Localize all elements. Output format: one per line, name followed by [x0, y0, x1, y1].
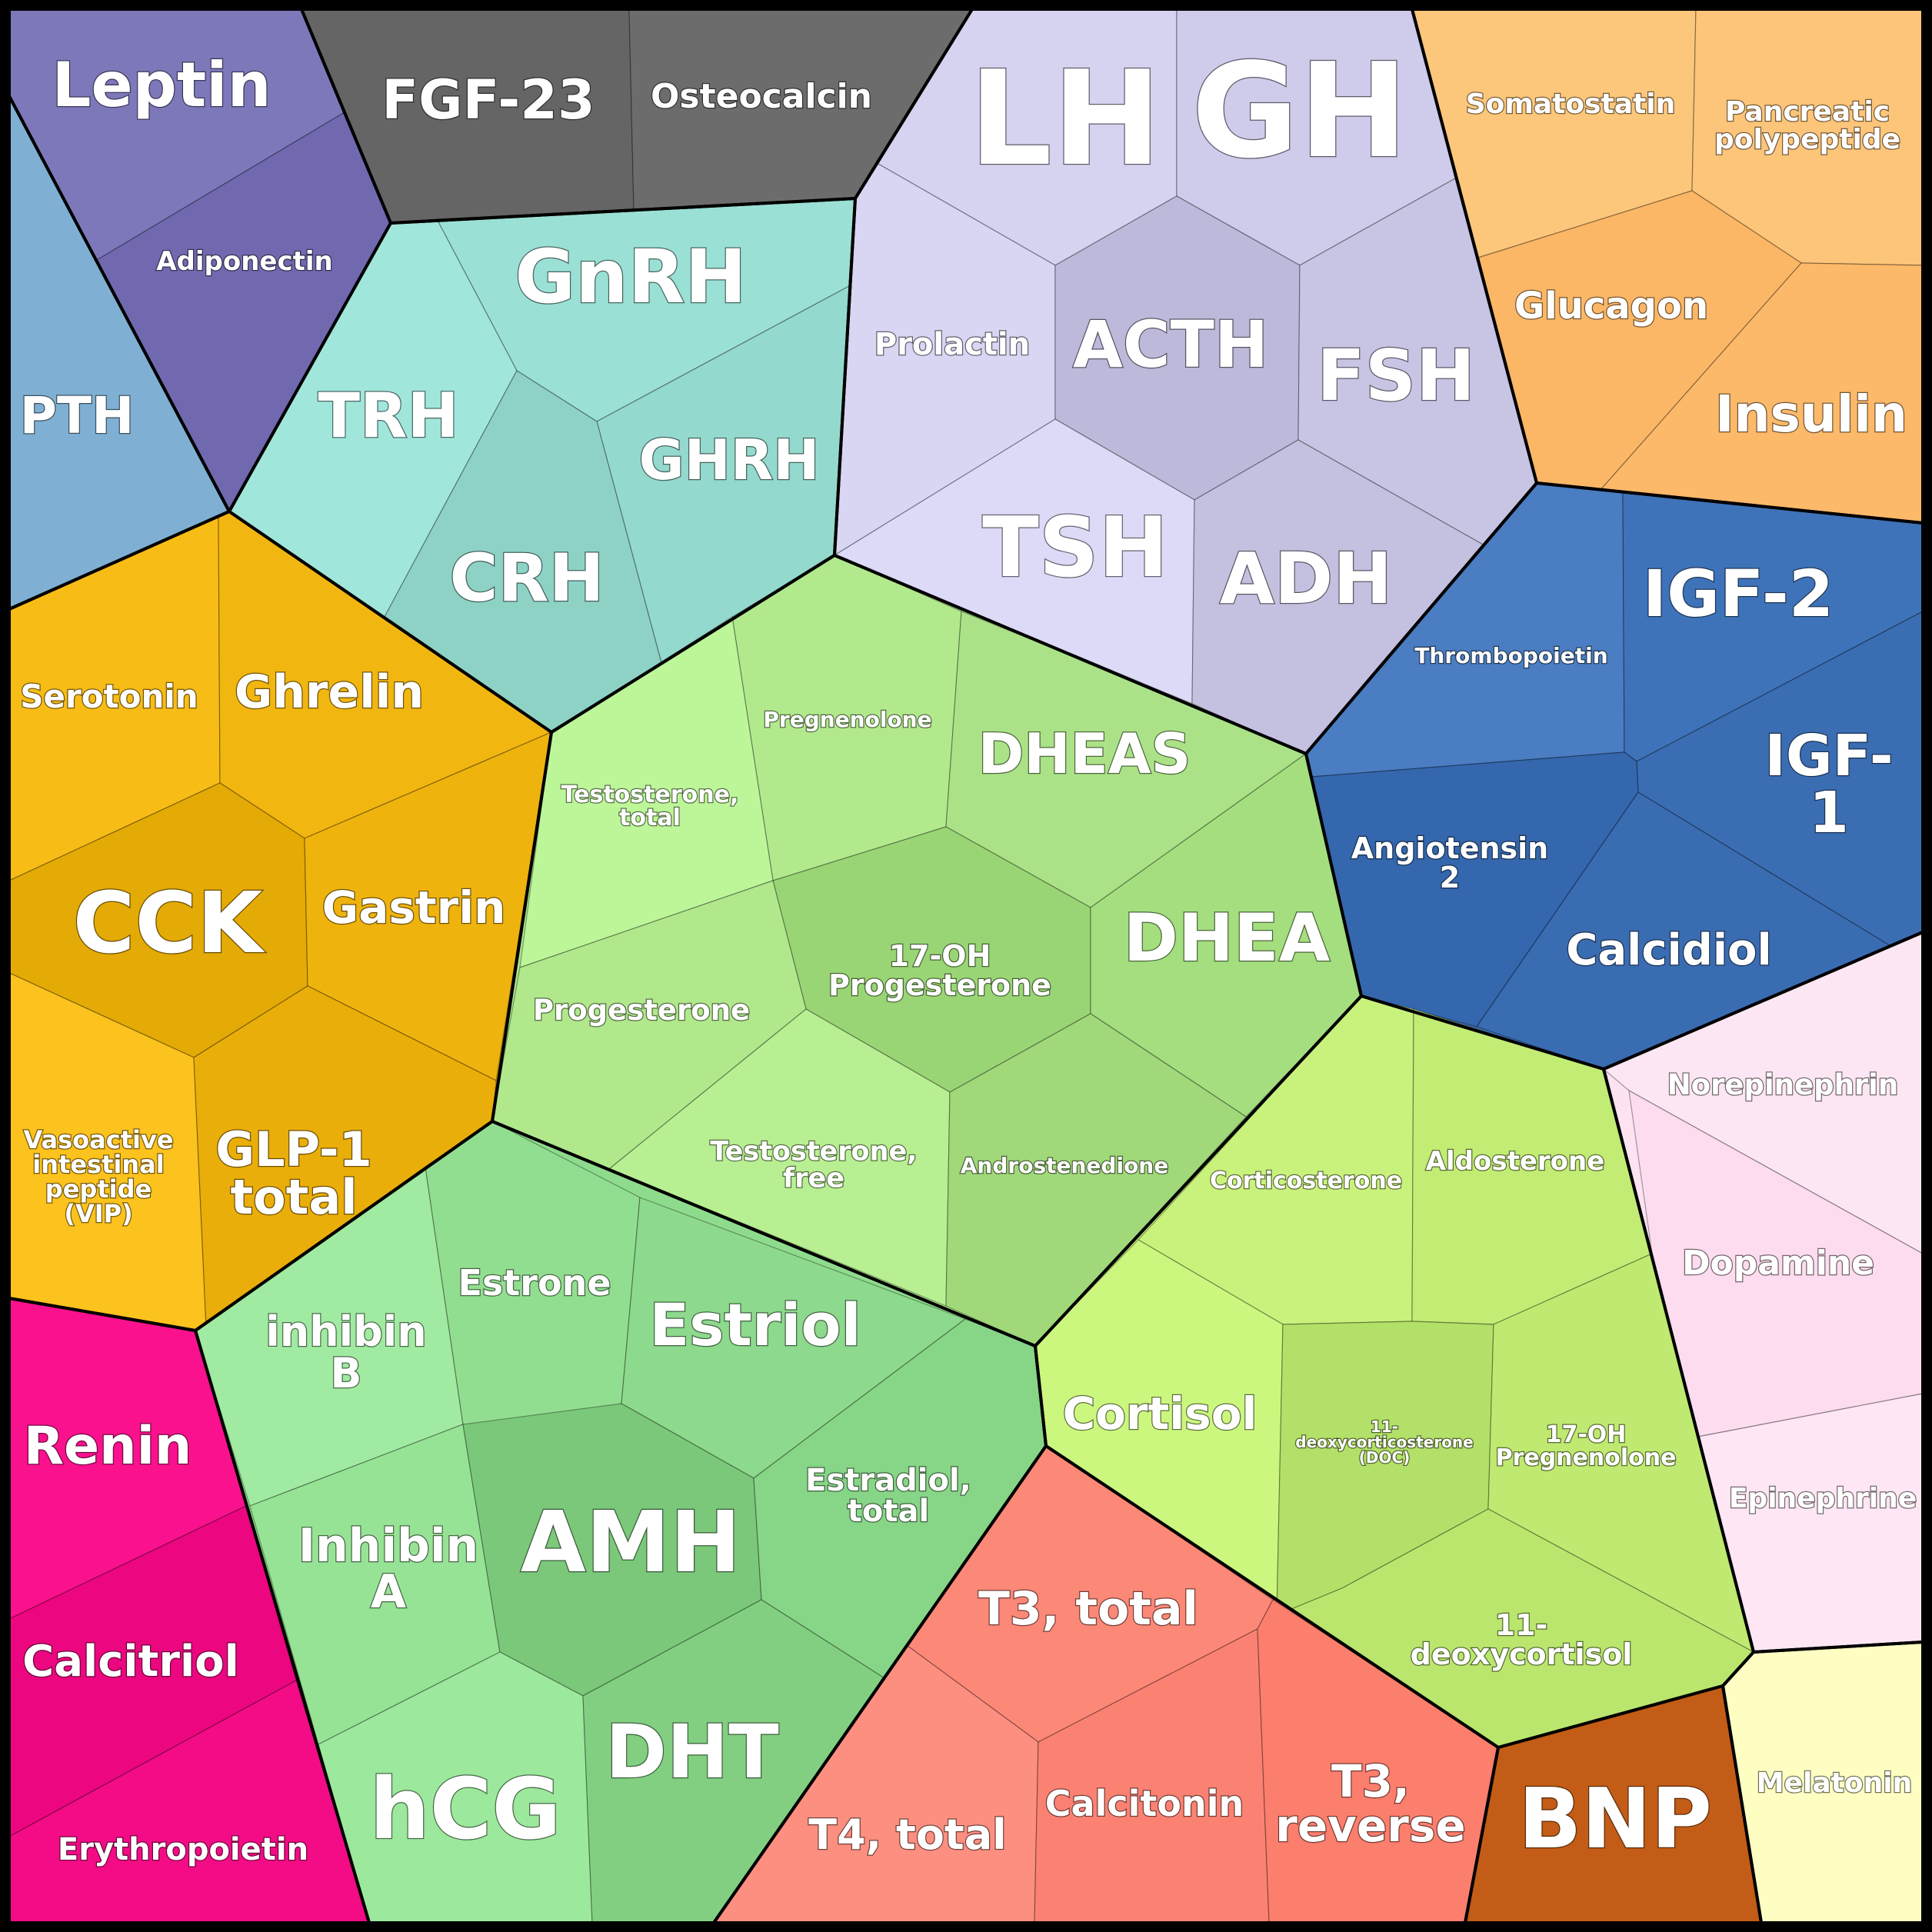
cells-layer — [8, 8, 1924, 1924]
label-crh: CRH — [449, 540, 604, 617]
label-calcidiol: Calcidiol — [1566, 925, 1771, 975]
label-epinephrine: Epinephrine — [1729, 1483, 1917, 1514]
label-ghrh: GHRH — [638, 428, 819, 492]
label-17oh-pregnenolone: 17-OH Pregnenolone — [1496, 1421, 1677, 1471]
label-acth: ACTH — [1073, 307, 1268, 382]
label-estrone: Estrone — [458, 1262, 611, 1304]
label-dht: DHT — [605, 1709, 779, 1795]
label-t3-total: T3, total — [978, 1582, 1198, 1636]
label-estriol: Estriol — [649, 1291, 861, 1359]
label-amh: AMH — [521, 1493, 741, 1591]
label-hcg: hCG — [369, 1760, 561, 1858]
label-igf1: IGF-1 — [1764, 723, 1893, 846]
label-igf2: IGF-2 — [1643, 556, 1834, 631]
label-dopamine: Dopamine — [1682, 1244, 1874, 1283]
label-bnp: BNP — [1518, 1771, 1712, 1867]
label-testosterone-total: Testosterone, total — [561, 781, 739, 831]
label-somatostatin: Somatostatin — [1466, 88, 1676, 120]
label-norepinephrine: Norepinephrin — [1667, 1068, 1898, 1101]
label-progesterone: Progesterone — [533, 994, 750, 1027]
label-fgf23: FGF-23 — [381, 68, 595, 132]
label-dhea: DHEA — [1124, 900, 1331, 977]
label-osteocalcin: Osteocalcin — [651, 77, 872, 116]
label-pancreatic-polypeptide: Pancreatic polypeptide — [1714, 96, 1900, 155]
labels-layer: Leptin Adiponectin FGF-23 Osteocalcin LH GH Pr… — [18, 35, 1917, 1869]
label-testosterone-free: Testosterone, free — [710, 1137, 917, 1194]
label-serotonin: Serotonin — [20, 678, 198, 715]
label-ghrelin: Ghrelin — [235, 665, 424, 719]
label-inhibin-a: Inhibin A — [298, 1519, 479, 1619]
label-dheas: DHEAS — [978, 721, 1191, 786]
label-trh: TRH — [318, 380, 458, 451]
label-adiponectin: Adiponectin — [156, 246, 333, 277]
label-t3-reverse: T3, reverse — [1275, 1755, 1466, 1852]
label-estradiol-total: Estradiol, total — [805, 1463, 971, 1529]
label-cck: CCK — [73, 874, 265, 972]
label-glucagon: Glucagon — [1514, 285, 1708, 328]
label-fsh: FSH — [1317, 335, 1475, 417]
label-11-deoxycortisol: 11-deoxycortisol — [1411, 1608, 1633, 1671]
label-tsh: TSH — [982, 500, 1168, 596]
label-thrombopoietin: Thrombopoietin — [1414, 643, 1607, 668]
label-cortisol: Cortisol — [1063, 1387, 1257, 1440]
label-prolactin: Prolactin — [874, 327, 1030, 362]
label-adh: ADH — [1220, 538, 1393, 620]
label-pth: PTH — [20, 386, 135, 445]
label-aldosterone: Aldosterone — [1426, 1146, 1605, 1177]
label-doc: 11-deoxycorticosterone (DOC) — [1295, 1417, 1473, 1467]
label-pregnenolone: Pregnenolone — [763, 707, 931, 732]
label-calcitonin: Calcitonin — [1045, 1783, 1244, 1824]
label-melatonin: Melatonin — [1757, 1767, 1912, 1799]
label-gastrin: Gastrin — [322, 881, 506, 934]
label-inhibin-b: inhibin B — [265, 1307, 427, 1397]
label-insulin: Insulin — [1715, 385, 1907, 444]
label-angiotensin2: Angiotensin 2 — [1351, 831, 1548, 894]
label-17oh-progesterone: 17-OH Progesterone — [828, 939, 1051, 1002]
label-lh: LH — [969, 43, 1162, 195]
label-erythropoietin: Erythropoietin — [58, 1832, 308, 1867]
label-renin: Renin — [24, 1416, 192, 1477]
label-t4-total: T4, total — [808, 1810, 1006, 1859]
label-leptin: Leptin — [52, 49, 271, 121]
label-gh: GH — [1191, 35, 1408, 188]
label-glp1: GLP-1 total — [215, 1121, 372, 1225]
label-vip: Vasoactive intestinal peptide (VIP) — [23, 1125, 173, 1228]
label-calcitriol: Calcitriol — [22, 1637, 239, 1687]
label-androstenedione: Androstenedione — [961, 1153, 1168, 1178]
label-gnrh: GnRH — [515, 234, 746, 320]
label-corticosterone: Corticosterone — [1210, 1168, 1402, 1194]
